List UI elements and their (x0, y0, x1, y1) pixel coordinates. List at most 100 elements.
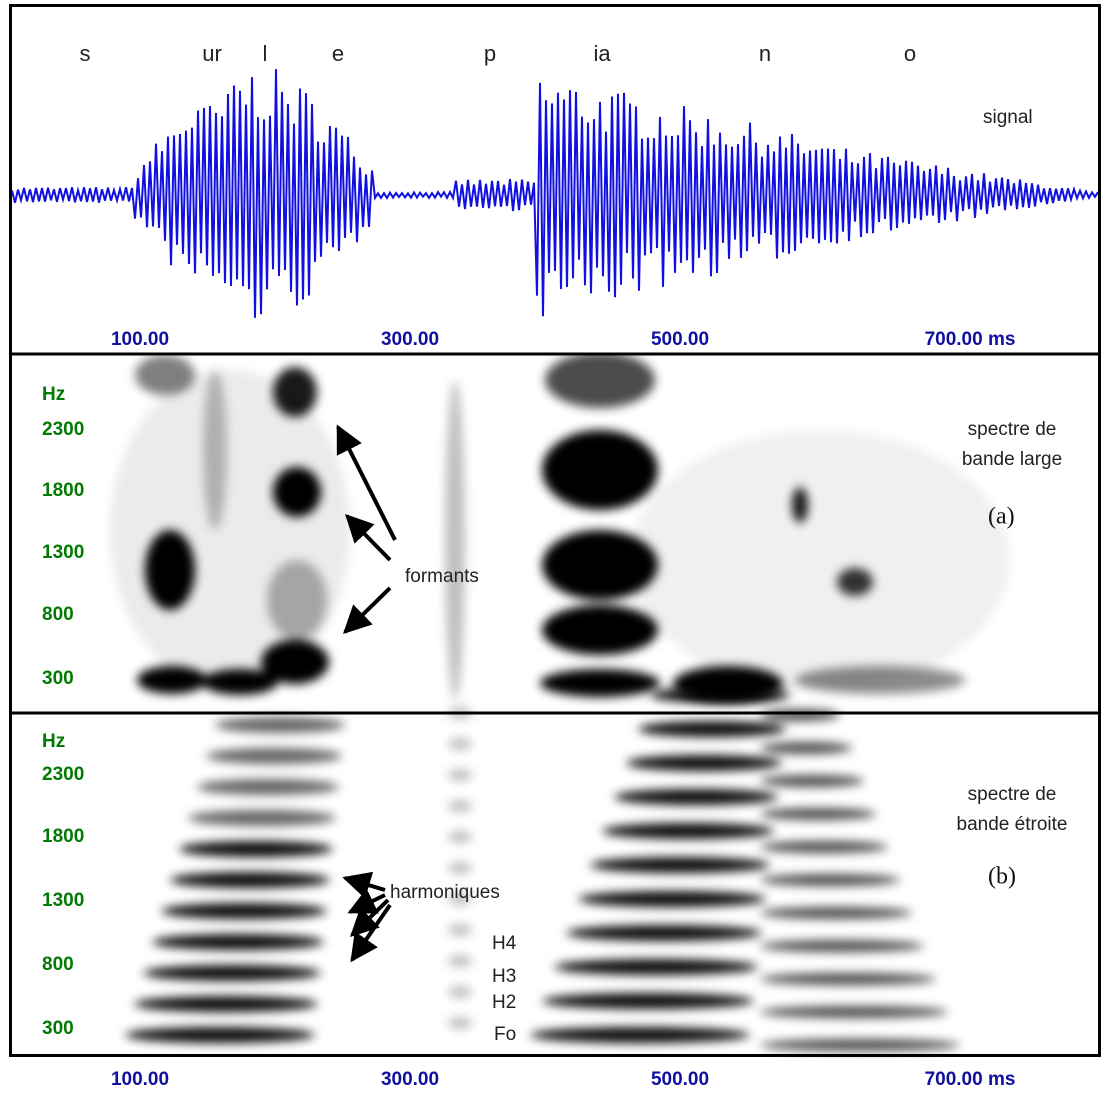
spectral-blob (542, 605, 658, 655)
harmonic-stripe (602, 823, 774, 839)
spectral-blob (795, 666, 965, 694)
mask (0, 0, 1101, 6)
harmonic-stripe (448, 893, 472, 905)
freq-label: 2300 (42, 419, 84, 440)
freq-label: 300 (42, 1018, 74, 1039)
harmonic-stripe (760, 874, 900, 886)
waveform (11, 69, 1099, 318)
arrows (336, 424, 397, 634)
arrows (342, 871, 392, 963)
harmonic-stripe (448, 1017, 472, 1029)
harmonic-stripe (170, 872, 330, 888)
harmonic-stripe (650, 687, 790, 703)
harmonic-stripe (554, 959, 758, 975)
harmonic-stripe (143, 965, 321, 981)
time-label: 300.00 (381, 1069, 439, 1090)
harmonic-stripe (760, 1039, 960, 1051)
freq-label: 800 (42, 604, 74, 625)
spectral-blob (267, 560, 327, 640)
harmonic-stripe (206, 748, 342, 764)
panel-label: signal (983, 107, 1033, 128)
panel-tag: (a) (988, 504, 1015, 530)
harmonic-stripe (188, 810, 336, 826)
spectral-blob (540, 669, 660, 697)
harmonic-stripe (448, 924, 472, 936)
harmonic-stripe (760, 841, 888, 853)
harmonic-stripe (215, 717, 345, 733)
harmonic-stripe (448, 986, 472, 998)
time-label: 700.00 ms (925, 1069, 1016, 1090)
spectral-blob (542, 430, 658, 510)
spectral-blob (145, 530, 195, 610)
harmonic-stripe (638, 721, 786, 737)
spectral-blob (135, 355, 195, 395)
time-label: 700.00 ms (925, 329, 1016, 350)
freq-label: 1800 (42, 480, 84, 501)
unit-label: Hz (42, 731, 65, 752)
harmonic-label: H4 (492, 933, 517, 954)
harmonic-stripe (760, 1006, 948, 1018)
spectral-blob (203, 370, 227, 530)
panel-label: bande large (962, 449, 1062, 470)
harmonic-stripe (760, 973, 936, 985)
harmonic-stripe (448, 769, 472, 781)
spectral-blob (792, 487, 808, 523)
time-label: 100.00 (111, 329, 169, 350)
segment: s (80, 41, 91, 66)
harmonic-stripe (760, 775, 864, 787)
harmonic-stripe (125, 1027, 315, 1043)
freq-label: 1300 (42, 890, 84, 911)
harmonic-stripe (578, 891, 766, 907)
freq-label: 300 (42, 668, 74, 689)
harmonic-label: H2 (492, 992, 516, 1013)
harmonic-stripe (134, 996, 318, 1012)
harmonic-stripe (197, 779, 339, 795)
time-label: 500.00 (651, 1069, 709, 1090)
panel-label: spectre de (968, 419, 1057, 440)
annotation: harmoniques (390, 882, 500, 903)
spectral-blob (261, 640, 329, 684)
harmonic-stripe (760, 808, 876, 820)
time-label: 100.00 (111, 1069, 169, 1090)
segment: p (484, 41, 496, 66)
spectral-blob (202, 669, 278, 695)
harmonic-stripe (760, 940, 924, 952)
unit-label: Hz (42, 384, 65, 405)
harmonic-stripe (530, 1027, 750, 1043)
segment: l (263, 41, 268, 66)
harmonic-stripe (448, 955, 472, 967)
segment: n (759, 41, 771, 66)
panel-label: bande étroite (957, 814, 1068, 835)
wideband-spectrogram (110, 352, 1010, 702)
harmonic-stripe (448, 738, 472, 750)
spectral-blob (545, 352, 655, 408)
harmonic-stripe (590, 857, 770, 873)
harmonic-stripe (448, 831, 472, 843)
annotation: formants (405, 566, 479, 587)
narrowband-spectrogram (125, 687, 960, 1051)
harmonic-stripe (542, 993, 754, 1009)
freq-label: 1300 (42, 542, 84, 563)
spectral-blob (837, 568, 873, 596)
harmonic-stripe (760, 742, 852, 754)
segment: o (904, 41, 916, 66)
spectral-blob (273, 467, 321, 517)
harmonic-stripe (152, 934, 324, 950)
freq-label: 800 (42, 954, 74, 975)
harmonic-stripe (614, 789, 778, 805)
harmonic-stripe (179, 841, 333, 857)
harmonic-stripe (161, 903, 327, 919)
segment: e (332, 41, 344, 66)
spectral-blob (273, 367, 317, 417)
panel-label: spectre de (968, 784, 1057, 805)
harmonic-stripe (566, 925, 762, 941)
harmonic-label: Fo (494, 1024, 516, 1045)
freq-label: 1800 (42, 826, 84, 847)
time-label: 500.00 (651, 329, 709, 350)
harmonic-stripe (448, 800, 472, 812)
spectral-blob (445, 380, 465, 700)
segment: ia (593, 41, 611, 66)
harmonic-stripe (760, 907, 912, 919)
freq-label: 2300 (42, 764, 84, 785)
